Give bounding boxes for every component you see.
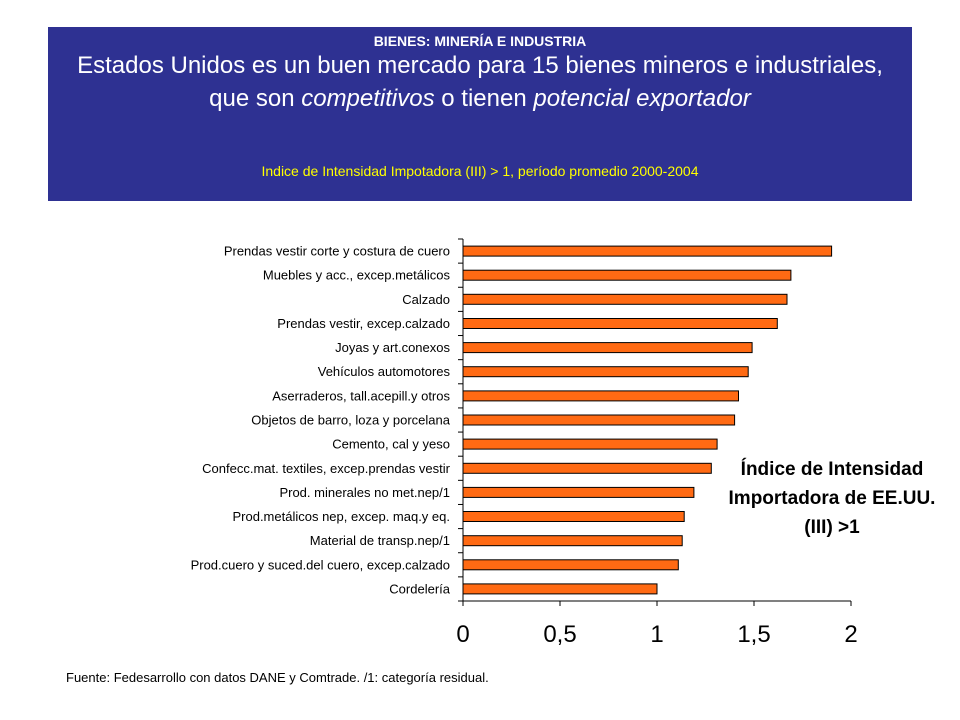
headline-italic-run: potencial exportador xyxy=(533,85,751,112)
bar-8 xyxy=(462,414,736,426)
bar-5 xyxy=(462,342,753,354)
category-label: Prendas vestir corte y costura de cuero xyxy=(224,244,450,259)
category-label: Confecc.mat. textiles, excep.prendas ves… xyxy=(202,461,451,476)
bar-9 xyxy=(462,438,718,450)
headline-run: Estados Unidos es un buen mercado para 1… xyxy=(77,52,883,112)
category-label: Cemento, cal y yeso xyxy=(332,437,450,452)
section-kicker: BIENES: MINERÍA E INDUSTRIA xyxy=(373,33,587,49)
x-tick-label: 1 xyxy=(650,621,663,648)
bar-12 xyxy=(462,511,685,522)
category-label: Objetos de barro, loza y porcelana xyxy=(251,413,450,428)
bar-7 xyxy=(462,390,739,402)
slide-subhead: Indice de Intensidad Impotadora (III) > … xyxy=(261,163,699,179)
bar-10 xyxy=(462,462,712,474)
category-label: Prod.metálicos nep, excep. maq.y eq. xyxy=(232,509,450,524)
bar-14 xyxy=(462,559,679,571)
x-tick-label: 0 xyxy=(456,621,469,648)
bar-4 xyxy=(462,318,778,329)
category-label: Aserraderos, tall.acepill.y otros xyxy=(272,388,450,403)
category-label: Calzado xyxy=(402,292,450,307)
category-labels-group: Prendas vestir corte y costura de cuero M… xyxy=(191,244,451,597)
x-tick-label: 2 xyxy=(844,621,857,648)
category-label: Vehículos automotores xyxy=(318,364,451,379)
bar-2 xyxy=(462,269,792,281)
category-label: Cordelería xyxy=(389,581,450,596)
axes-group xyxy=(458,238,852,606)
bar-6 xyxy=(462,366,749,378)
title-banner: BIENES: MINERÍA E INDUSTRIA Estados Unid… xyxy=(48,27,912,201)
category-label: Joyas y art.conexos xyxy=(335,340,450,355)
slide-headline: Estados Unidos es un buen mercado para 1… xyxy=(58,49,902,115)
category-label: Material de transp.nep/1 xyxy=(310,533,450,548)
bar-3 xyxy=(462,293,788,305)
category-label: Prod. minerales no met.nep/1 xyxy=(279,485,450,500)
bar-15 xyxy=(462,583,658,595)
bar-13 xyxy=(462,535,683,547)
headline-run: o tienen xyxy=(434,85,534,112)
category-label: Prendas vestir, excep.calzado xyxy=(277,316,450,331)
chart-annotation: Índice de Intensidad Importadora de EE.U… xyxy=(728,459,936,538)
bar-1 xyxy=(462,245,833,257)
x-tick-label: 1,5 xyxy=(737,621,770,648)
bar-11 xyxy=(462,486,695,498)
x-tick-labels-group: 0 0,5 1 1,5 2 xyxy=(456,621,857,648)
x-tick-label: 0,5 xyxy=(543,621,576,648)
category-label: Muebles y acc., excep.metálicos xyxy=(263,268,451,283)
category-label: Prod.cuero y suced.del cuero, excep.calz… xyxy=(191,557,450,572)
headline-italic-run: competitivos xyxy=(301,85,435,112)
bars-group xyxy=(462,245,833,595)
source-note: Fuente: Fedesarrollo con datos DANE y Co… xyxy=(66,670,489,685)
